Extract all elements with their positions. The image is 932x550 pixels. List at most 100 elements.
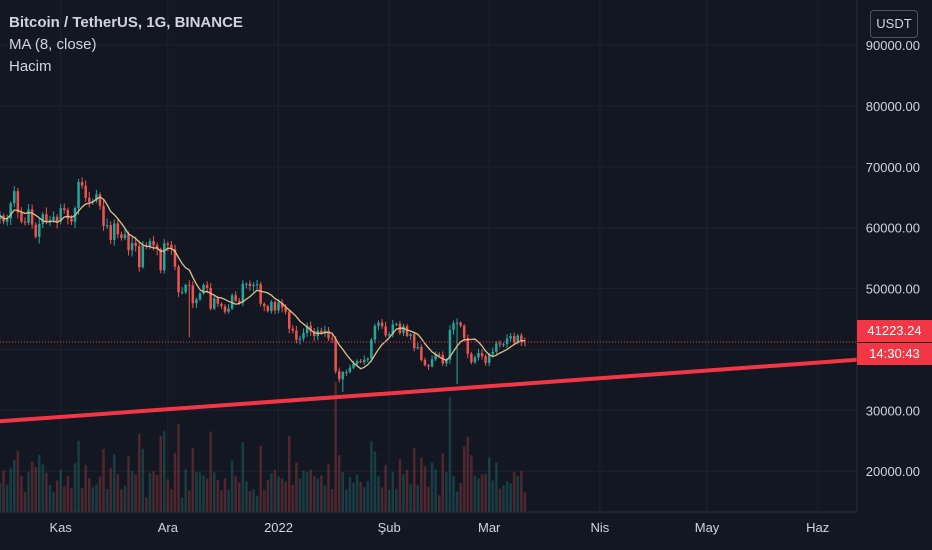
candle[interactable] [16, 187, 20, 219]
candle[interactable] [213, 294, 216, 311]
volume-indicator-label[interactable]: Hacim [9, 58, 52, 75]
candle[interactable] [470, 351, 473, 365]
candle[interactable] [209, 282, 212, 311]
candle[interactable] [380, 319, 384, 329]
candle[interactable] [234, 291, 237, 303]
time-axis[interactable]: Kas Ara 2022 Şub Mar Nis May Haz [0, 511, 857, 535]
candle[interactable] [248, 280, 252, 291]
candle[interactable] [495, 341, 498, 355]
candle[interactable] [163, 239, 166, 274]
candle[interactable] [373, 323, 377, 344]
candle[interactable] [38, 217, 41, 244]
candle[interactable] [223, 304, 227, 315]
candle[interactable] [262, 302, 266, 312]
candle[interactable] [77, 178, 80, 215]
candle[interactable] [109, 221, 112, 244]
candle[interactable] [473, 355, 477, 364]
candle[interactable] [245, 282, 248, 289]
candle[interactable] [55, 214, 59, 229]
candle[interactable] [9, 201, 12, 225]
candle[interactable] [377, 320, 380, 331]
candle[interactable] [184, 283, 187, 295]
candle[interactable] [359, 358, 362, 364]
candle[interactable] [120, 231, 123, 241]
candle[interactable] [20, 207, 23, 224]
candle[interactable] [305, 322, 309, 337]
candle[interactable] [384, 321, 387, 338]
candle[interactable] [252, 282, 255, 292]
candle[interactable] [273, 300, 277, 315]
candle[interactable] [141, 241, 145, 269]
candle[interactable] [63, 203, 66, 214]
trendline-layer[interactable] [0, 357, 858, 424]
candle[interactable] [327, 326, 330, 342]
candle[interactable] [509, 332, 512, 342]
candle[interactable] [170, 240, 173, 255]
candle[interactable] [348, 364, 352, 374]
candle[interactable] [330, 334, 334, 344]
candle[interactable] [341, 370, 345, 393]
candle[interactable] [295, 325, 298, 344]
candle[interactable] [362, 355, 366, 365]
candle[interactable] [202, 283, 205, 295]
candle[interactable] [312, 327, 316, 341]
candle[interactable] [155, 242, 159, 256]
candle[interactable] [291, 325, 295, 334]
candle[interactable] [95, 189, 98, 204]
candle[interactable] [105, 218, 109, 230]
candle[interactable] [370, 337, 373, 362]
candle[interactable] [98, 192, 102, 210]
candle[interactable] [337, 367, 341, 383]
candle[interactable] [523, 337, 527, 347]
candle[interactable] [512, 332, 516, 346]
candle[interactable] [266, 304, 270, 313]
candle[interactable] [284, 304, 287, 315]
candle[interactable] [455, 318, 459, 385]
candle[interactable] [177, 264, 180, 298]
candle[interactable] [505, 334, 509, 348]
candle[interactable] [102, 200, 105, 231]
symbol-title[interactable]: Bitcoin / TetherUS, 1G, BINANCE [9, 14, 243, 31]
candle[interactable] [409, 332, 412, 340]
candle[interactable] [116, 219, 120, 239]
candle[interactable] [334, 336, 337, 374]
candle[interactable] [498, 340, 502, 348]
candle[interactable] [345, 369, 348, 377]
candle[interactable] [277, 299, 280, 314]
candle[interactable] [195, 297, 198, 308]
candle[interactable] [188, 280, 191, 338]
candle[interactable] [113, 219, 116, 246]
candle[interactable] [427, 363, 430, 370]
candle[interactable] [270, 299, 273, 314]
candle[interactable] [391, 319, 395, 338]
candle[interactable] [309, 321, 312, 336]
candle[interactable] [477, 348, 480, 361]
candle[interactable] [127, 231, 130, 256]
candle[interactable] [130, 237, 134, 257]
candle[interactable] [198, 291, 202, 301]
candle[interactable] [412, 331, 416, 352]
candle[interactable] [462, 324, 466, 342]
candle[interactable] [0, 211, 2, 224]
currency-button[interactable]: USDT [870, 10, 918, 38]
candle[interactable] [402, 323, 405, 337]
candle[interactable] [395, 322, 398, 327]
candle[interactable] [466, 334, 470, 359]
candle[interactable] [84, 180, 87, 202]
candle[interactable] [298, 335, 302, 345]
candle[interactable] [459, 321, 462, 328]
candle[interactable] [138, 240, 141, 272]
candle[interactable] [366, 357, 370, 363]
candle[interactable] [437, 352, 441, 357]
candle[interactable] [445, 358, 448, 367]
candle[interactable] [480, 349, 484, 360]
candle[interactable] [520, 332, 523, 347]
candle[interactable] [88, 191, 91, 208]
candle[interactable] [23, 217, 27, 226]
trendline[interactable] [0, 357, 858, 424]
candle[interactable] [452, 320, 455, 335]
candle[interactable] [255, 279, 259, 290]
candle[interactable] [230, 293, 234, 310]
candle[interactable] [280, 299, 284, 313]
